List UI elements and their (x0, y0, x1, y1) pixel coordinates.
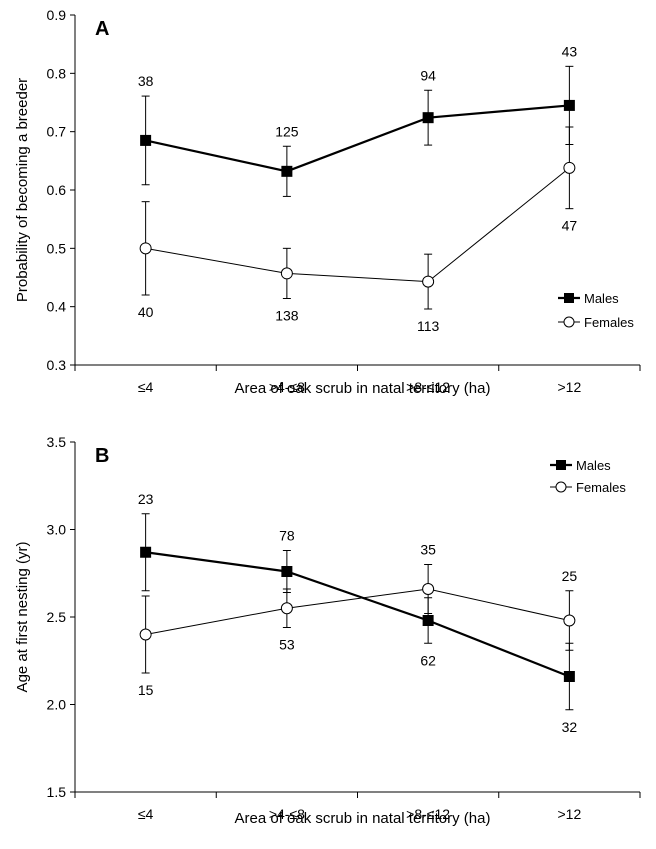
data-point-female (563, 614, 576, 627)
data-point-female (422, 583, 435, 595)
series-line (145, 167, 570, 283)
data-point-female (280, 602, 293, 615)
legend-entry-females: Females (558, 315, 634, 330)
data-point-male (422, 112, 434, 124)
data-point-female (139, 242, 152, 255)
series-males: 23 78 62 32 (138, 491, 578, 735)
series-males: 38 125 94 43 (138, 43, 578, 197)
data-point-male (281, 566, 293, 577)
series-line (145, 588, 570, 635)
x-tick-label: >12 (558, 379, 582, 395)
y-tick-label: 2.0 (47, 697, 67, 713)
data-point-male (140, 546, 152, 558)
y-tick-label: 0.4 (47, 299, 67, 315)
data-point-male (563, 99, 575, 111)
sample-size-label: 78 (279, 528, 295, 544)
sample-size-label: 43 (562, 43, 578, 59)
sample-size-label: 35 (420, 542, 436, 558)
legend-marker (556, 460, 566, 470)
legend-marker (564, 293, 574, 303)
y-tick-label: 3.0 (47, 522, 67, 538)
x-tick-label: >12 (558, 806, 582, 822)
sample-size-label: 40 (138, 304, 154, 320)
y-tick-label: 2.5 (47, 609, 67, 625)
y-tick-label: 1.5 (47, 784, 67, 800)
data-point-female (422, 275, 435, 288)
legend-marker (563, 316, 575, 328)
y-tick-label: 0.9 (47, 7, 67, 23)
x-tick-label: >8-≤12 (406, 806, 450, 822)
sample-size-label: 38 (138, 73, 154, 89)
data-point-female (139, 628, 152, 641)
legend-entry-males: Males (558, 291, 619, 306)
x-axis-title: Area of oak scrub in natal territory (ha… (235, 810, 491, 827)
series-females: 15 53 35 25 (138, 542, 578, 699)
legend-label: Females (584, 315, 634, 330)
panel-a: 0.3 0.4 0.5 0.6 0.7 0.8 0.9 ≤4 >4-≤8 >8-≤12 >12 Are… (14, 7, 641, 397)
data-point-female (280, 267, 293, 280)
sample-size-label: 125 (275, 123, 299, 139)
data-point-male (422, 615, 434, 626)
sample-size-label: 47 (562, 218, 578, 234)
x-tick-label: >8-≤12 (406, 379, 450, 395)
data-point-male (281, 165, 293, 177)
y-axis-title: Age at first nesting (yr) (14, 542, 31, 693)
y-tick-label: 0.8 (47, 65, 67, 81)
x-tick-label: >4-≤8 (269, 806, 305, 822)
x-tick-label: >4-≤8 (269, 379, 305, 395)
sample-size-label: 15 (138, 682, 154, 698)
y-tick-label: 0.3 (47, 357, 67, 373)
series-line (145, 104, 570, 173)
panel-letter: A (95, 18, 109, 40)
x-axis-title: Area of oak scrub in natal territory (ha… (235, 380, 491, 397)
x-tick-label: ≤4 (138, 379, 154, 395)
legend-label: Males (576, 458, 611, 473)
legend-marker (555, 481, 567, 493)
x-tick-label: ≤4 (138, 806, 154, 822)
legend-label: Males (584, 291, 619, 306)
y-tick-label: 0.7 (47, 124, 67, 140)
y-tick-label: 0.6 (47, 182, 67, 198)
data-point-male (563, 671, 575, 682)
y-tick-label: 3.5 (47, 434, 67, 450)
panel-b: 1.5 2.0 2.5 3.0 3.5 ≤4 >4-≤8 >8-≤12 >12 Area of o… (14, 434, 641, 827)
data-point-male (140, 134, 152, 146)
y-axis-title: Probability of becoming a breeder (14, 78, 31, 302)
sample-size-label: 23 (138, 491, 154, 507)
sample-size-label: 138 (275, 308, 299, 324)
sample-size-label: 32 (562, 719, 578, 735)
legend-label: Females (576, 480, 626, 495)
sample-size-label: 25 (562, 568, 578, 584)
data-point-female (563, 161, 576, 174)
sample-size-label: 113 (417, 318, 440, 334)
sample-size-label: 94 (420, 67, 436, 83)
sample-size-label: 53 (279, 637, 295, 653)
sample-size-label: 62 (420, 652, 436, 668)
legend-entry-males: Males (550, 458, 611, 473)
series-line (145, 551, 570, 678)
y-tick-label: 0.5 (47, 240, 67, 256)
series-females: 40 138 113 47 (138, 126, 578, 334)
legend-entry-females: Females (550, 480, 626, 495)
panel-letter: B (95, 445, 109, 467)
